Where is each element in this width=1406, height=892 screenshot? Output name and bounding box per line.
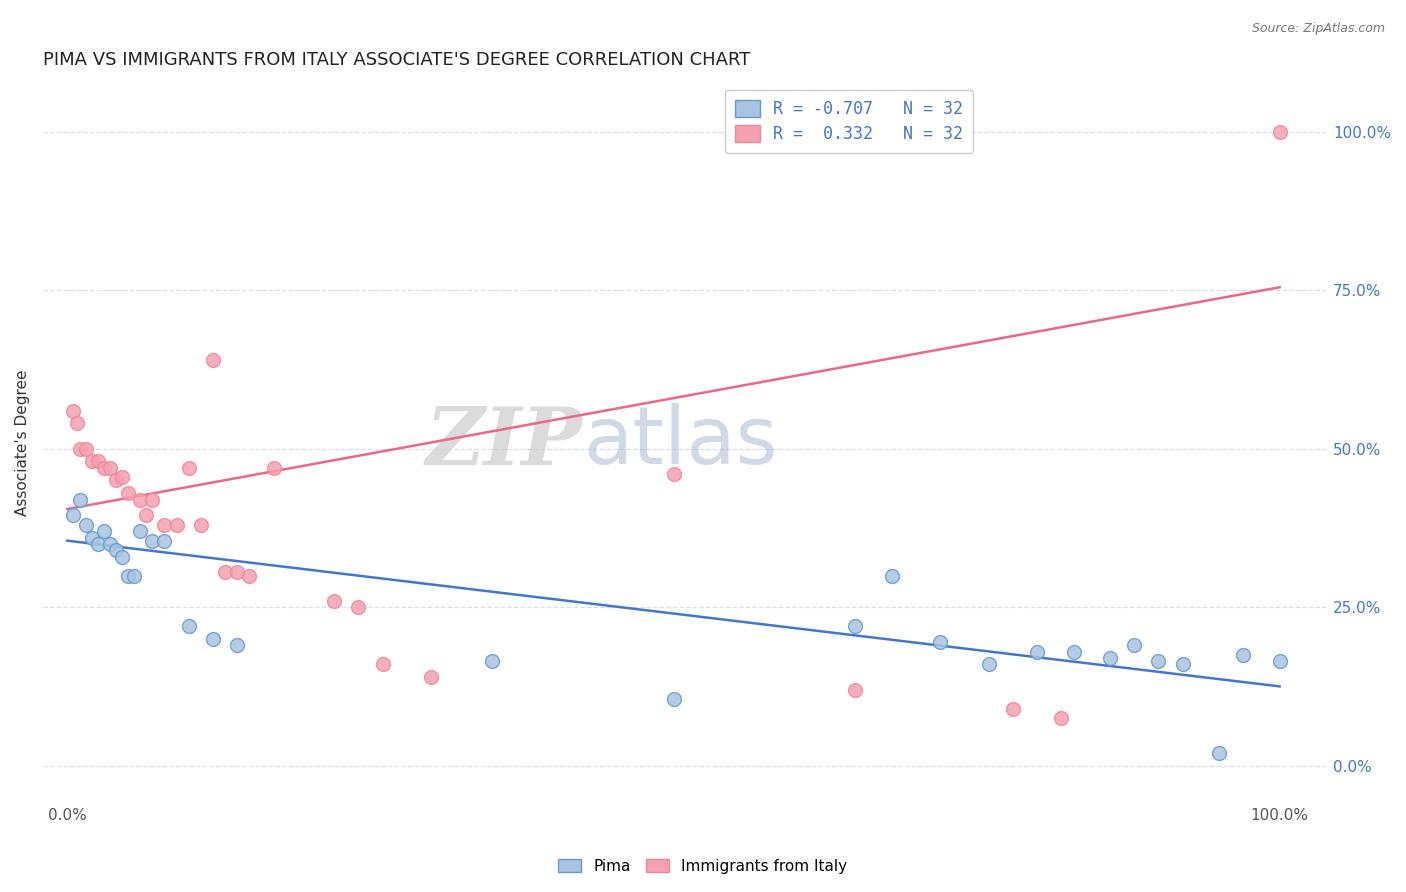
- Point: [1171, 657, 1194, 672]
- Point: [166, 517, 188, 532]
- Point: [201, 632, 224, 646]
- Point: [214, 566, 236, 580]
- Point: [87, 454, 110, 468]
- Point: [93, 524, 115, 538]
- Point: [75, 517, 97, 532]
- Point: [1001, 701, 1024, 715]
- Point: [226, 566, 249, 580]
- Point: [117, 568, 139, 582]
- Point: [141, 533, 163, 548]
- Point: [226, 638, 249, 652]
- Point: [87, 537, 110, 551]
- Y-axis label: Associate's Degree: Associate's Degree: [15, 369, 30, 516]
- Legend: Pima, Immigrants from Italy: Pima, Immigrants from Italy: [553, 853, 853, 880]
- Point: [420, 670, 443, 684]
- Point: [323, 594, 346, 608]
- Point: [1098, 651, 1121, 665]
- Point: [1208, 746, 1230, 760]
- Point: [347, 600, 370, 615]
- Point: [177, 619, 200, 633]
- Point: [1268, 125, 1291, 139]
- Legend: R = -0.707   N = 32, R =  0.332   N = 32: R = -0.707 N = 32, R = 0.332 N = 32: [724, 90, 973, 153]
- Point: [104, 474, 127, 488]
- Point: [66, 417, 89, 431]
- Point: [929, 635, 952, 649]
- Point: [371, 657, 394, 672]
- Point: [1232, 648, 1254, 662]
- Point: [104, 543, 127, 558]
- Point: [141, 492, 163, 507]
- Point: [153, 517, 176, 532]
- Point: [1147, 654, 1170, 668]
- Point: [75, 442, 97, 456]
- Point: [129, 492, 152, 507]
- Point: [662, 467, 685, 482]
- Point: [1063, 644, 1085, 658]
- Text: ZIP: ZIP: [426, 404, 583, 481]
- Point: [93, 460, 115, 475]
- Text: PIMA VS IMMIGRANTS FROM ITALY ASSOCIATE'S DEGREE CORRELATION CHART: PIMA VS IMMIGRANTS FROM ITALY ASSOCIATE'…: [44, 51, 751, 69]
- Point: [481, 654, 503, 668]
- Point: [1268, 654, 1291, 668]
- Point: [977, 657, 1000, 672]
- Point: [62, 404, 84, 418]
- Point: [153, 533, 176, 548]
- Point: [880, 568, 903, 582]
- Point: [844, 619, 866, 633]
- Point: [1050, 711, 1073, 725]
- Point: [69, 492, 91, 507]
- Point: [111, 549, 134, 564]
- Point: [1123, 638, 1146, 652]
- Text: Source: ZipAtlas.com: Source: ZipAtlas.com: [1251, 22, 1385, 36]
- Point: [129, 524, 152, 538]
- Point: [98, 460, 121, 475]
- Point: [844, 682, 866, 697]
- Text: atlas: atlas: [583, 403, 778, 482]
- Point: [111, 470, 134, 484]
- Point: [177, 460, 200, 475]
- Point: [122, 568, 145, 582]
- Point: [662, 692, 685, 706]
- Point: [62, 508, 84, 523]
- Point: [263, 460, 285, 475]
- Point: [117, 486, 139, 500]
- Point: [1026, 644, 1049, 658]
- Point: [69, 442, 91, 456]
- Point: [190, 517, 212, 532]
- Point: [135, 508, 157, 523]
- Point: [201, 353, 224, 368]
- Point: [238, 568, 260, 582]
- Point: [80, 454, 103, 468]
- Point: [98, 537, 121, 551]
- Point: [80, 531, 103, 545]
